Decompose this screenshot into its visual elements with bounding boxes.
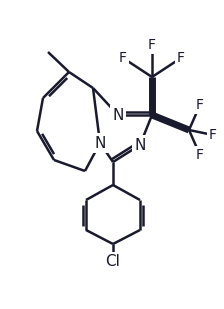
- Text: N: N: [112, 108, 124, 122]
- Text: F: F: [196, 98, 204, 112]
- Text: N: N: [94, 136, 106, 150]
- Text: F: F: [196, 148, 204, 162]
- Text: F: F: [209, 128, 217, 142]
- Text: F: F: [177, 51, 185, 65]
- Text: N: N: [134, 138, 146, 153]
- Text: Cl: Cl: [106, 255, 121, 269]
- Text: F: F: [119, 51, 127, 65]
- Text: F: F: [148, 38, 156, 52]
